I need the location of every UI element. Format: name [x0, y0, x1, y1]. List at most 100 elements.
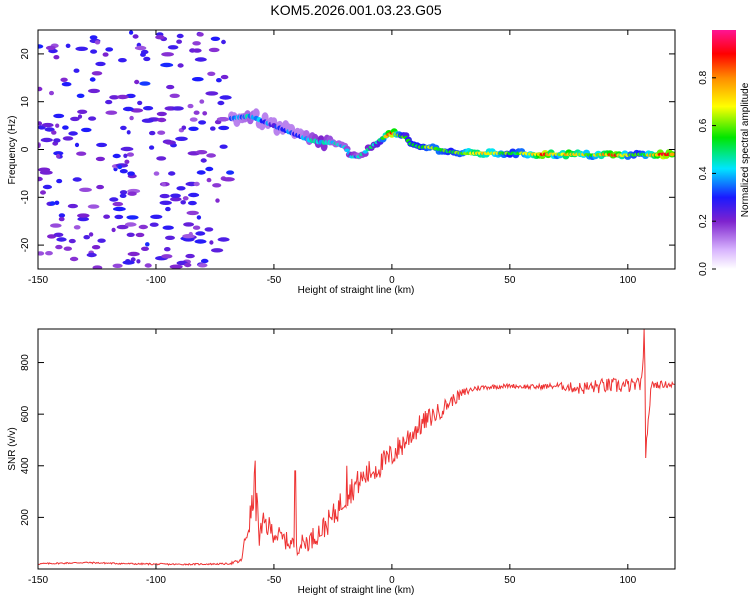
noise-blob [123, 153, 128, 158]
noise-blob [126, 232, 135, 237]
noise-blob [136, 259, 141, 264]
noise-blob [226, 170, 235, 175]
noise-blob [161, 52, 175, 57]
noise-blob [222, 177, 235, 182]
noise-blob [130, 257, 136, 262]
chart-title: KOM5.2026.001.03.23.G05 [270, 2, 441, 18]
noise-blob [113, 206, 126, 212]
noise-blob [97, 238, 106, 243]
spectrogram-plot-area [38, 30, 675, 269]
noise-blob [53, 55, 60, 60]
spectrogram-y-tick-label: 20 [20, 48, 31, 60]
noise-blob [95, 156, 105, 162]
spectrogram-y-tick-label: 0 [20, 146, 31, 152]
noise-blob [55, 244, 63, 250]
noise-blob [206, 177, 212, 183]
noise-blob [221, 39, 226, 45]
noise-blob [88, 88, 100, 94]
snr-panel: -150 -100 -50 0 50 100 200 400 600 800 Height of… [7, 328, 676, 596]
snr-y-tick-label: 400 [20, 457, 31, 474]
noise-blob [105, 47, 114, 52]
noise-blob [56, 237, 67, 242]
snr-y-tick-label: 800 [20, 354, 31, 371]
snr-x-tick-label: 0 [389, 575, 395, 586]
noise-blob [197, 263, 208, 268]
noise-blob [141, 118, 154, 123]
noise-blob [160, 62, 174, 68]
noise-blob [159, 200, 172, 205]
noise-blob [122, 106, 134, 112]
noise-blob [112, 201, 124, 207]
snr-x-tick-label: -50 [267, 575, 282, 586]
noise-blob [187, 103, 194, 109]
noise-blob [116, 94, 129, 100]
noise-blob [50, 223, 62, 228]
noise-blob [138, 224, 148, 230]
noise-blob [72, 177, 82, 182]
noise-blob [68, 238, 76, 244]
noise-blob [144, 263, 152, 268]
noise-blob [87, 204, 100, 209]
noise-blob [207, 71, 216, 77]
noise-blob [120, 146, 134, 152]
noise-blob [171, 106, 184, 111]
noise-blob [95, 61, 106, 67]
snr-x-tick-label: 100 [619, 575, 636, 586]
snr-x-axis-label: Height of straight line (km) [298, 585, 415, 596]
noise-blob [88, 232, 94, 237]
noise-blob [112, 263, 123, 268]
noise-blob [149, 222, 159, 227]
noise-blob [41, 122, 54, 128]
noise-blob [124, 159, 130, 164]
noise-blob [94, 40, 101, 45]
snr-frame [37, 328, 676, 570]
noise-blob [49, 201, 56, 206]
noise-blob [202, 111, 208, 116]
noise-blob [79, 187, 92, 192]
noise-blob [181, 125, 187, 130]
noise-blob [126, 152, 134, 157]
colorbar-tick-label: 0.4 [698, 166, 709, 180]
noise-blob [38, 86, 43, 92]
noise-blob [140, 52, 146, 57]
noise-blob [188, 192, 200, 198]
noise-blob [162, 225, 174, 230]
noise-blob [169, 264, 183, 269]
noise-blob [103, 214, 110, 219]
noise-blob [150, 214, 163, 219]
noise-blob [112, 153, 121, 159]
noise-blob [51, 130, 57, 135]
noise-blob [139, 81, 151, 86]
ridge-halo [252, 108, 260, 119]
noise-blob [204, 227, 214, 232]
noise-blob [219, 144, 228, 149]
noise-blob [176, 33, 184, 39]
noise-blob [153, 171, 160, 176]
colorbar-tick-label: 0.8 [698, 70, 709, 84]
noise-blob [218, 125, 230, 131]
noise-blob [205, 166, 214, 172]
noise-blob [88, 116, 97, 121]
colorbar-label: Normalized spectral amplitude [740, 82, 750, 217]
noise-blob [189, 117, 198, 122]
noise-blob [38, 44, 44, 49]
noise-blob [166, 84, 175, 90]
noise-blob [208, 47, 220, 53]
noise-blob [124, 222, 137, 227]
noise-blob [165, 235, 175, 240]
noise-blob [77, 213, 90, 218]
noise-blob [156, 156, 167, 161]
noise-blob [116, 224, 129, 230]
noise-blob [192, 41, 201, 46]
noise-blob [53, 113, 65, 119]
noise-blob [165, 206, 171, 212]
noise-blob [175, 136, 188, 141]
noise-blob [200, 258, 209, 264]
noise-blob [68, 131, 78, 136]
noise-blob [65, 43, 71, 48]
noise-blob [69, 256, 79, 262]
noise-blob [73, 68, 80, 73]
noise-blob [102, 52, 109, 57]
noise-blob [111, 227, 116, 233]
